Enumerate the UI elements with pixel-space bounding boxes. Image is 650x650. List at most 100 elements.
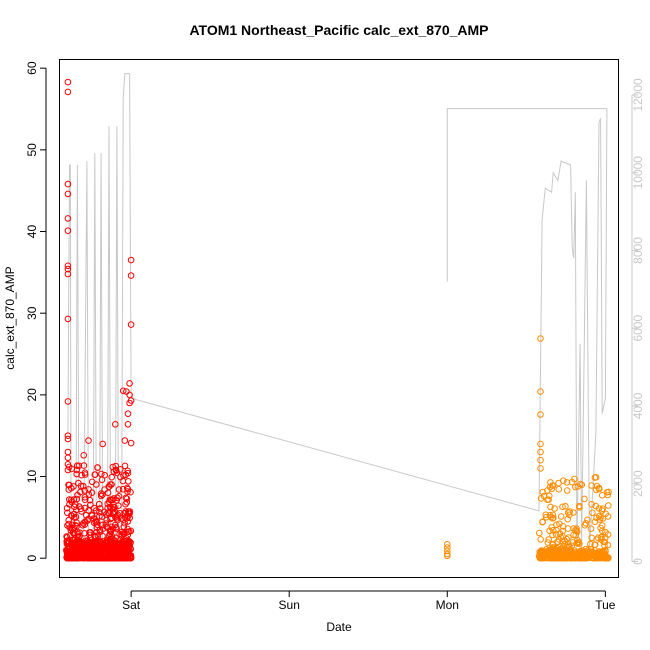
data-point xyxy=(123,495,131,503)
data-point xyxy=(124,467,131,475)
data-point xyxy=(104,489,112,497)
data-point xyxy=(127,539,134,546)
data-point xyxy=(564,515,572,523)
data-point xyxy=(104,551,112,558)
data-point xyxy=(604,491,612,499)
data-point xyxy=(549,482,557,489)
data-point xyxy=(592,474,600,481)
y2-tick-label: 6000 xyxy=(631,315,645,342)
data-point xyxy=(124,410,132,418)
data-point xyxy=(588,534,596,542)
data-point xyxy=(112,462,119,470)
data-point xyxy=(601,542,608,549)
data-point xyxy=(86,496,94,504)
data-point xyxy=(70,524,77,532)
data-point xyxy=(126,380,133,387)
data-point xyxy=(549,515,557,522)
data-point xyxy=(127,439,135,447)
data-point xyxy=(548,485,556,493)
data-point xyxy=(81,496,89,504)
data-point xyxy=(73,462,81,470)
data-point xyxy=(591,541,599,549)
data-point xyxy=(80,452,87,459)
data-point xyxy=(85,507,92,514)
data-point xyxy=(75,554,82,562)
data-point xyxy=(94,464,101,471)
data-point xyxy=(64,265,72,273)
data-point xyxy=(572,483,579,491)
data-point xyxy=(597,554,604,561)
data-point xyxy=(545,551,552,558)
data-point xyxy=(70,496,78,503)
data-point xyxy=(64,545,71,553)
data-point xyxy=(549,511,557,519)
data-point xyxy=(75,550,82,557)
data-point xyxy=(124,421,132,428)
data-point xyxy=(126,554,133,562)
x-tick-label: Tue xyxy=(595,598,616,612)
data-point xyxy=(66,481,73,489)
data-point xyxy=(115,493,123,500)
data-point xyxy=(605,502,612,509)
data-point xyxy=(588,501,595,508)
data-point xyxy=(96,554,103,562)
data-point xyxy=(537,536,545,543)
data-point xyxy=(99,525,107,533)
data-point xyxy=(537,388,544,395)
data-point xyxy=(563,487,571,494)
y2-tick-label: 12000 xyxy=(631,78,645,112)
points-layer xyxy=(63,78,612,562)
data-point xyxy=(588,482,595,489)
data-point xyxy=(108,523,115,531)
data-point xyxy=(64,78,72,86)
data-point xyxy=(93,507,100,514)
data-point xyxy=(102,520,110,527)
data-point xyxy=(124,531,132,539)
data-point xyxy=(97,492,105,500)
data-point xyxy=(64,88,72,96)
data-point xyxy=(552,531,560,538)
data-point xyxy=(598,534,605,541)
x-tick-label: Sat xyxy=(122,598,141,612)
data-point xyxy=(64,262,72,270)
data-point xyxy=(63,550,71,558)
y2-tick-label: 0 xyxy=(631,558,645,565)
data-point xyxy=(112,421,119,428)
data-point xyxy=(536,529,543,537)
data-point xyxy=(101,554,108,562)
data-point xyxy=(63,533,70,540)
data-point xyxy=(81,487,88,494)
data-point xyxy=(81,469,89,477)
data-point xyxy=(565,534,572,541)
y-tick-label: 20 xyxy=(25,388,39,402)
data-point xyxy=(537,448,544,456)
data-point xyxy=(598,522,606,529)
data-point xyxy=(114,543,121,551)
data-point xyxy=(595,484,603,492)
data-point xyxy=(69,521,76,529)
data-point xyxy=(98,476,106,484)
data-point xyxy=(578,481,586,489)
data-point xyxy=(91,542,99,550)
data-point xyxy=(589,548,596,556)
data-point xyxy=(582,520,590,527)
data-point xyxy=(537,465,544,472)
data-point xyxy=(106,554,113,562)
data-point xyxy=(444,541,451,548)
data-point xyxy=(76,529,83,536)
data-point xyxy=(557,513,565,520)
data-point xyxy=(99,491,106,499)
data-point xyxy=(124,485,132,493)
y-tick-label: 30 xyxy=(25,306,39,320)
data-point xyxy=(551,505,558,512)
y-axis-label: calc_ext_870_AMP xyxy=(3,266,17,369)
data-point xyxy=(107,481,114,488)
data-point xyxy=(87,529,94,536)
y2-tick-label: 2000 xyxy=(631,470,645,497)
data-point xyxy=(87,501,94,509)
data-point xyxy=(93,481,100,488)
data-point xyxy=(545,496,552,504)
x-tick-label: Sun xyxy=(279,598,300,612)
data-point xyxy=(112,524,120,531)
